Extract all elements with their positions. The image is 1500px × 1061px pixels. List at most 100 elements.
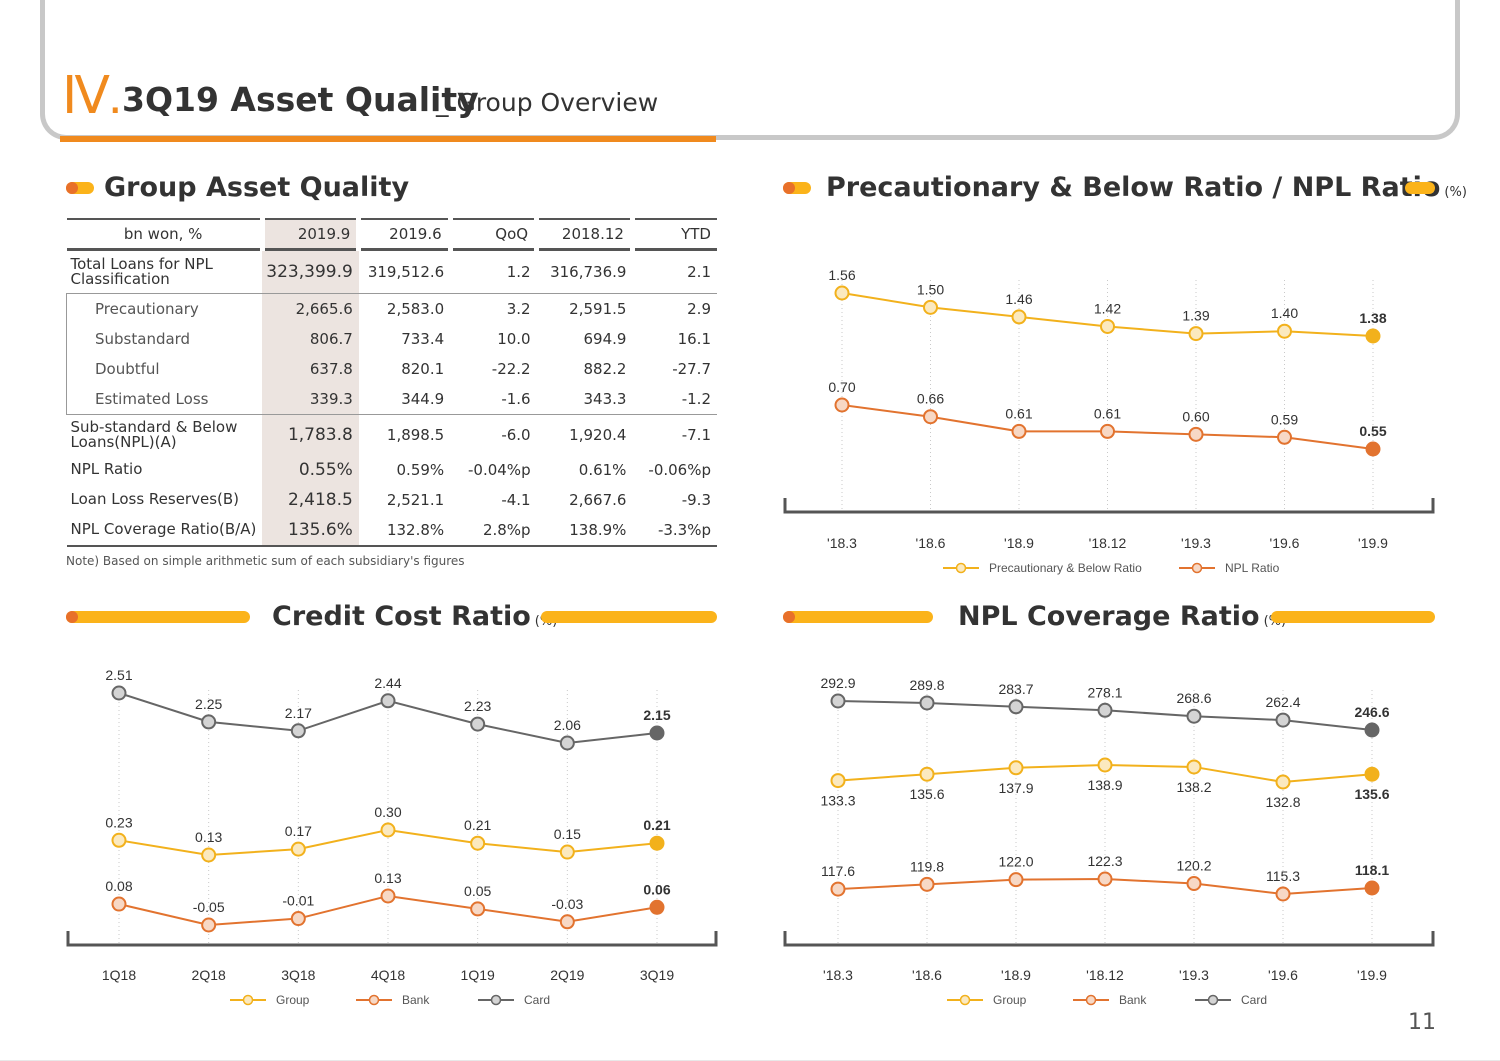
- data-label: 0.70: [828, 379, 855, 395]
- cell: 1,783.8: [262, 414, 359, 455]
- x-tick-label: '18.9: [1001, 967, 1031, 983]
- table-row: Substandard 806.7 733.4 10.0 694.9 16.1: [66, 324, 718, 354]
- data-point: [559, 735, 575, 751]
- data-label: 0.30: [374, 804, 401, 820]
- column-header: bn won, %: [66, 218, 265, 251]
- row-label: NPL Ratio: [70, 460, 143, 478]
- data-label: 292.9: [820, 675, 855, 691]
- cell: -7.1: [632, 414, 717, 455]
- legend-marker: [959, 994, 971, 1006]
- cell: 806.7: [262, 324, 359, 354]
- page-number: 11: [1408, 1010, 1436, 1035]
- cell: -3.3%p: [632, 514, 717, 547]
- data-point: [1277, 429, 1292, 445]
- data-point: [470, 901, 486, 917]
- data-label: 2.44: [374, 675, 401, 691]
- cell: 2.8%p: [450, 514, 537, 547]
- row-label: Estimated Loss: [66, 384, 263, 415]
- data-label: 1.46: [1005, 291, 1032, 307]
- data-label: 0.21: [464, 817, 491, 833]
- data-point: [1100, 318, 1115, 334]
- x-tick-label: 4Q18: [371, 967, 405, 983]
- data-point: [111, 685, 127, 701]
- x-axis: [66, 931, 718, 947]
- data-label: 1.38: [1359, 310, 1386, 326]
- cell: -1.6: [501, 390, 531, 408]
- data-point: [1275, 712, 1291, 728]
- data-label: 278.1: [1087, 684, 1122, 700]
- x-tick-label: '19.3: [1179, 967, 1209, 983]
- data-point: [1097, 871, 1113, 887]
- cell: 2.1: [687, 263, 711, 281]
- cell: 0.55%: [262, 454, 359, 485]
- column-header: 2019.6: [356, 218, 451, 251]
- section-marker-dot: [66, 182, 78, 194]
- legend-marker: [368, 994, 380, 1006]
- data-point: [834, 285, 850, 301]
- x-tick-label: '19.9: [1358, 535, 1388, 551]
- data-label: 246.6: [1354, 704, 1389, 720]
- data-label: 122.0: [998, 854, 1033, 870]
- table-row: Total Loans for NPL Classification 323,3…: [67, 249, 718, 294]
- data-point: [559, 844, 575, 860]
- data-point: [470, 835, 486, 851]
- data-label: 2.25: [195, 696, 222, 712]
- cell: -9.3: [681, 490, 711, 509]
- data-point: [201, 917, 217, 933]
- cell: 344.9: [401, 390, 445, 408]
- chart-title-text: Credit Cost Ratio: [272, 601, 531, 632]
- data-label: 283.7: [998, 681, 1033, 697]
- credit-cost-chart: 1Q18 2Q18 3Q18 4Q18 1Q19 2Q19 3Q19 2.51 2.25 2.17…: [66, 667, 718, 1007]
- table-row: NPL Ratio 0.55% 0.59% -0.04%p 0.61% -0.0…: [67, 454, 718, 485]
- data-label: 133.3: [820, 793, 855, 809]
- legend-label: Group: [276, 993, 310, 1007]
- data-point: [919, 876, 935, 892]
- data-label: 0.61: [1005, 405, 1032, 421]
- x-tick-label: '18.3: [823, 967, 853, 983]
- data-point: [201, 714, 217, 730]
- data-label: 2.23: [464, 698, 491, 714]
- data-point: [1277, 323, 1292, 339]
- data-point: [1008, 699, 1024, 715]
- row-label: Substandard: [66, 324, 263, 354]
- x-tick-label: '19.9: [1357, 967, 1387, 983]
- data-label: 289.8: [909, 677, 944, 693]
- x-tick-label: '18.6: [912, 967, 942, 983]
- data-label: 262.4: [1265, 694, 1300, 710]
- chart-title-text: Precautionary & Below Ratio / NPL Ratio: [826, 172, 1441, 203]
- legend-marker: [242, 994, 254, 1006]
- data-label: 138.9: [1087, 777, 1122, 793]
- cell: 1,920.4: [536, 414, 633, 455]
- data-point: [380, 822, 396, 838]
- cell: 343.3: [583, 390, 627, 408]
- x-axis: [783, 931, 1435, 947]
- data-label: 0.60: [1182, 408, 1209, 424]
- cell: -0.06%p: [648, 460, 711, 479]
- legend-marker: [1207, 994, 1219, 1006]
- legend-label: Bank: [402, 993, 430, 1007]
- data-point: [1186, 759, 1202, 775]
- cell: 316,736.9: [550, 263, 627, 281]
- data-point: [1365, 328, 1381, 344]
- data-point: [1008, 872, 1024, 888]
- cell: 2,418.5: [262, 484, 359, 515]
- column-header: YTD: [629, 218, 717, 251]
- data-point: [559, 914, 575, 930]
- data-label: 0.23: [105, 814, 132, 830]
- chart-title: Precautionary & Below Ratio / NPL Ratio(…: [826, 172, 1467, 209]
- data-label: 2.51: [105, 667, 132, 683]
- data-point: [830, 773, 846, 789]
- cell: 882.2: [583, 360, 627, 378]
- section-marker: [66, 611, 250, 623]
- cell: 10.0: [497, 330, 531, 348]
- data-point: [649, 835, 665, 851]
- cell: 2,665.6: [262, 293, 359, 324]
- section-marker-dot: [783, 182, 795, 194]
- cell: 16.1: [677, 330, 711, 348]
- cell: 2,583.0: [358, 293, 451, 324]
- x-tick-label: 2Q19: [550, 967, 584, 983]
- section-marker-dot: [66, 611, 78, 623]
- legend-label: NPL Ratio: [1225, 561, 1280, 575]
- row-label: Loan Loss Reserves(B): [70, 490, 240, 508]
- section-marker: [541, 611, 717, 623]
